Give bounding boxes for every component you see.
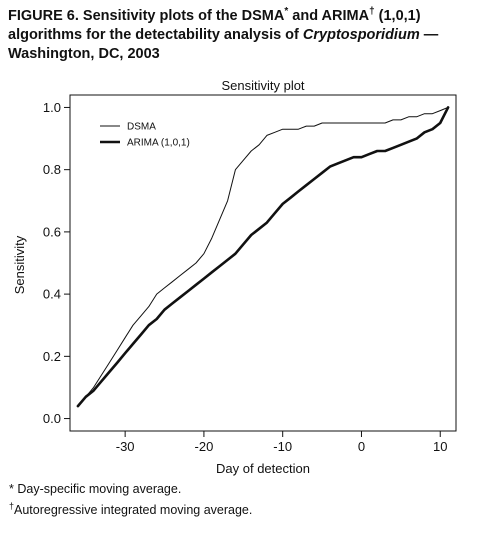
y-tick-label: 0.8	[43, 162, 61, 177]
y-tick-label: 0.4	[43, 287, 61, 302]
footnotes: * Day-specific moving average. †Autoregr…	[9, 481, 252, 519]
y-tick-label: 0.2	[43, 349, 61, 364]
y-tick-label: 0.0	[43, 411, 61, 426]
sensitivity-chart: Sensitivity plot 0.00.20.40.60.81.0 -30-…	[12, 78, 457, 476]
y-tick-label: 0.6	[43, 224, 61, 239]
x-axis: -30 -20 -10 0 10	[116, 431, 447, 454]
y-tick-label: 1.0	[43, 100, 61, 115]
figure-title: FIGURE 6. Sensitivity plots of the DSMA*…	[8, 7, 474, 64]
x-tick-label: 10	[433, 439, 447, 454]
x-tick-label: 0	[358, 439, 365, 454]
x-axis-label: Day of detection	[216, 461, 310, 476]
series-line-dsma	[77, 106, 449, 407]
figure-title-mid: and ARIMA	[288, 8, 370, 24]
legend-label-arima: ARIMA (1,0,1)	[127, 138, 190, 149]
legend-label-dsma: DSMA	[127, 122, 156, 133]
footnote-text: Autoregressive integrated moving average…	[14, 503, 253, 518]
footnote-arima: †Autoregressive integrated moving averag…	[9, 498, 252, 519]
x-tick-label: -20	[195, 439, 214, 454]
plot-frame	[69, 94, 457, 432]
footnote-mark: †	[9, 501, 15, 511]
y-axis-label: Sensitivity	[12, 235, 27, 294]
legend: DSMA ARIMA (1,0,1)	[100, 122, 190, 149]
arima-footnote-mark: †	[369, 6, 375, 18]
x-tick-label: -10	[273, 439, 292, 454]
figure-title-end: — Washington, DC, 2003	[8, 27, 439, 62]
dsma-footnote-mark: *	[284, 6, 289, 18]
y-axis: 0.0 0.2 0.4 0.6 0.8 1.0	[43, 100, 70, 426]
footnote-text: Day-specific moving average.	[13, 482, 182, 496]
figure-title-organism: Cryptosporidium	[302, 27, 420, 43]
series-line-arima	[76, 106, 450, 408]
series-layer	[76, 106, 450, 408]
footnote-dsma: * Day-specific moving average.	[9, 481, 252, 498]
figure-title-line2: (1,0,1) algorithms for the detectability…	[8, 8, 421, 43]
footnote-mark: *	[9, 482, 14, 496]
chart-title: Sensitivity plot	[221, 78, 304, 93]
x-tick-label: -30	[116, 439, 135, 454]
figure-title-prefix: FIGURE 6. Sensitivity plots of the DSMA	[8, 8, 285, 24]
